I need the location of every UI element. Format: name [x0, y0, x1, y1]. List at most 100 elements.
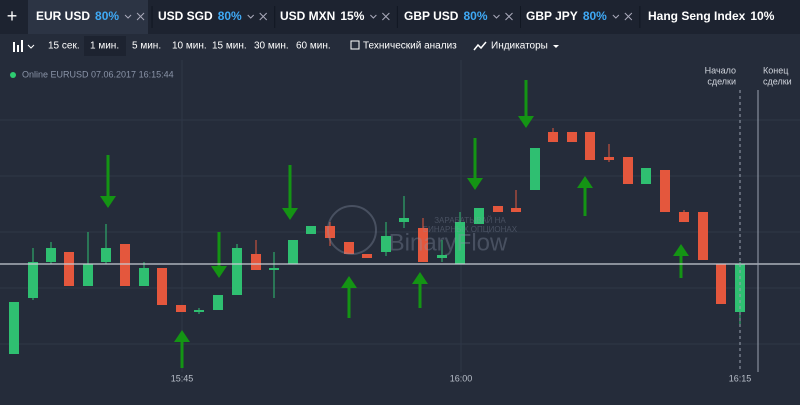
candle-body	[344, 242, 354, 254]
candle-body	[660, 170, 670, 212]
candle-body	[176, 305, 186, 312]
candle-body	[232, 248, 242, 295]
tab-dropdown[interactable]	[247, 14, 255, 19]
tab-name[interactable]: GBP JPY	[526, 9, 578, 23]
indicators[interactable]: Индикаторы	[491, 41, 548, 52]
watermark-brand: BinaryFlow	[389, 229, 508, 256]
tab-payout[interactable]: 10%	[750, 9, 774, 23]
status: Online EURUSD 07.06.2017 16:15:44	[22, 69, 174, 79]
tab-payout[interactable]: 80%	[95, 9, 119, 23]
candle-body	[716, 264, 726, 304]
end-label: Конец	[763, 65, 788, 75]
tab-name[interactable]: GBP USD	[404, 9, 459, 23]
timeframe[interactable]: 60 мин.	[296, 41, 331, 52]
candle-body	[83, 264, 93, 286]
candle-body	[567, 132, 577, 142]
indicators-dropdown[interactable]	[553, 45, 559, 48]
analysis-icon[interactable]	[350, 40, 360, 50]
time-label: 16:00	[450, 373, 473, 383]
candle-body	[399, 218, 409, 222]
tab-payout[interactable]: 15%	[340, 9, 364, 23]
candle-body	[157, 268, 167, 305]
timeframe[interactable]: 10 мин.	[172, 41, 207, 52]
candle-body	[641, 168, 651, 184]
timeframe[interactable]: 5 мин.	[132, 41, 161, 52]
active-timeframe	[84, 36, 126, 56]
tab-name[interactable]: USD SGD	[158, 9, 213, 23]
candle-body	[455, 222, 465, 264]
candle-body	[64, 252, 74, 286]
candle-body	[9, 302, 19, 354]
candle-body	[604, 157, 614, 160]
candle-body	[511, 208, 521, 212]
timeframe[interactable]: 1 мин.	[90, 41, 119, 52]
tab-name[interactable]: EUR USD	[36, 9, 90, 23]
tab-dropdown[interactable]	[493, 14, 500, 19]
candle-body	[306, 226, 316, 234]
timeframe[interactable]: 15 мин.	[212, 41, 247, 52]
add-tab[interactable]: +	[7, 6, 18, 26]
tab-payout[interactable]: 80%	[218, 9, 242, 23]
tab-close[interactable]	[259, 12, 268, 21]
start-label: Начало	[705, 65, 736, 75]
signal-arrow-head	[467, 178, 483, 190]
candle-body	[28, 262, 38, 298]
candle-body	[548, 132, 558, 142]
time-label: 16:15	[729, 373, 752, 383]
signal-arrow-head	[341, 276, 357, 288]
watermark-logo	[327, 205, 377, 255]
active-tab	[28, 0, 148, 34]
tab-name[interactable]: Hang Seng Index	[648, 9, 746, 23]
candle-body	[120, 244, 130, 286]
tab-close[interactable]	[624, 12, 633, 21]
candle-body	[251, 254, 261, 270]
candle-body	[381, 236, 391, 252]
timeframe[interactable]: 15 сек.	[48, 41, 80, 52]
technical-analysis[interactable]: Технический анализ	[363, 41, 457, 52]
chart-type-dropdown[interactable]	[27, 44, 35, 49]
watermark: ЗАРАБАТЫВАЙ НА БИНАРНЫХ ОПЦИОНАХ BinaryF…	[327, 205, 518, 256]
tab-payout[interactable]: 80%	[463, 9, 487, 23]
toolbar	[0, 34, 800, 60]
candle-body	[474, 208, 484, 224]
candle-body	[585, 132, 595, 160]
candle-body	[418, 228, 428, 262]
signal-arrow-head	[518, 116, 534, 128]
chart-type-icon[interactable]	[13, 40, 23, 52]
signal-arrow-head	[412, 272, 428, 284]
candle-body	[213, 295, 223, 310]
candle-body	[139, 268, 149, 286]
indicators-icon[interactable]	[473, 41, 487, 51]
candle-body	[623, 157, 633, 184]
candle-body	[530, 148, 540, 190]
timeframe[interactable]: 30 мин.	[254, 41, 289, 52]
candle-body	[437, 255, 447, 258]
tab-payout[interactable]: 80%	[583, 9, 607, 23]
signal-arrow-head	[100, 196, 116, 208]
candle-body	[325, 226, 335, 238]
signal-arrow-head	[577, 176, 593, 188]
watermark-tagline: БИНАРНЫХ ОПЦИОНАХ	[423, 225, 518, 234]
tab-name[interactable]: USD MXN	[280, 9, 335, 23]
candle-body	[269, 268, 279, 270]
tab-close[interactable]	[382, 12, 390, 21]
signal-arrow-head	[211, 266, 227, 278]
signal-arrow-head	[673, 244, 689, 256]
candle-body	[698, 212, 708, 260]
tab-dropdown[interactable]	[124, 14, 132, 19]
candle-body	[362, 254, 372, 258]
time-label: 15:45	[171, 373, 194, 383]
candle-body	[493, 206, 503, 212]
start-label: сделки	[707, 76, 736, 86]
tab-dropdown[interactable]	[612, 14, 620, 19]
candle-body	[679, 212, 689, 222]
candle-body	[101, 248, 111, 262]
candle-body	[46, 248, 56, 262]
tab-close[interactable]	[136, 12, 145, 21]
end-label: сделки	[763, 76, 792, 86]
tab-close[interactable]	[505, 12, 513, 21]
tab-dropdown[interactable]	[370, 14, 377, 19]
online-dot	[10, 72, 16, 78]
signal-arrow-head	[282, 208, 298, 220]
